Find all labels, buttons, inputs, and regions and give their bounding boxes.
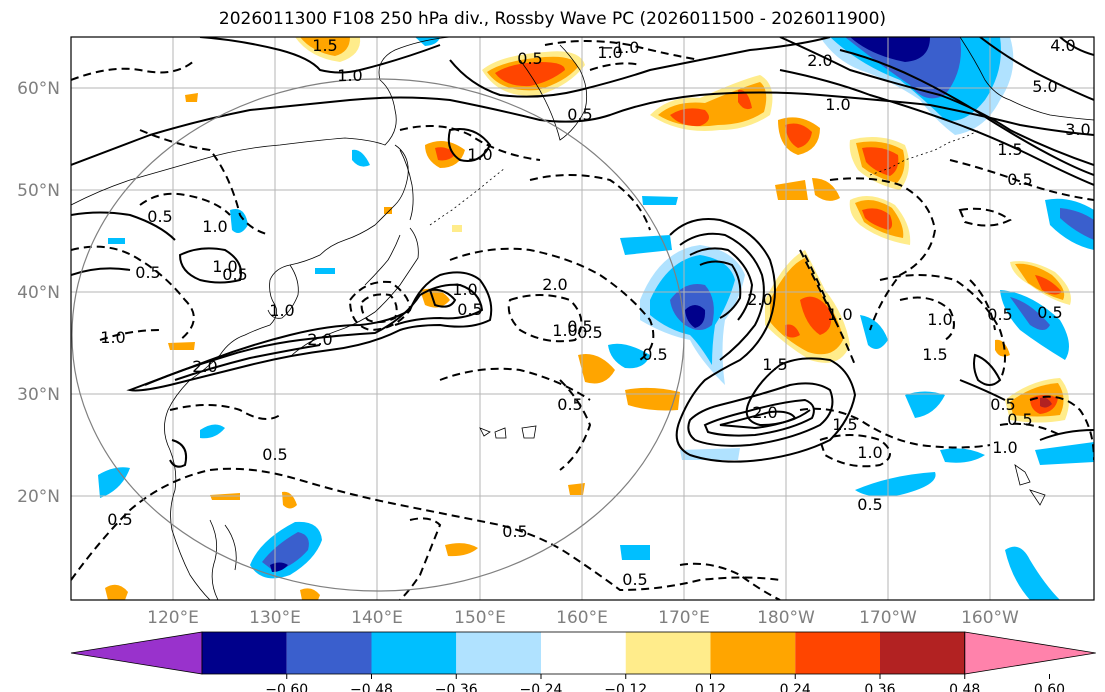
colorbar-swatch: [371, 632, 457, 674]
contour-label: 3.0: [1065, 120, 1090, 139]
lon-label: 160°E: [556, 608, 608, 628]
colorbar: −0.60 −0.48 −0.36 −0.24 −0.12 0.12 0.24 0.36 0.4…: [70, 631, 1096, 692]
plot-frame: [70, 36, 1095, 601]
lat-label: 20°N: [17, 487, 60, 507]
contour-label: 0.5: [577, 323, 602, 342]
lon-label: 180°W: [757, 608, 815, 628]
colorbar-swatch: [456, 632, 541, 674]
lat-label: 40°N: [17, 283, 60, 303]
lat-label: 60°N: [17, 79, 60, 99]
colorbar-swatch: [795, 632, 880, 674]
colorbar-tick-label: −0.24: [520, 682, 563, 692]
contour-label: 1.5: [312, 36, 337, 55]
contour-label: 0.5: [567, 105, 592, 124]
contour-label: 1.0: [212, 257, 237, 276]
negative-contours: [71, 40, 1094, 600]
contour-label: 0.5: [622, 570, 647, 589]
contour-label: 2.0: [807, 51, 832, 70]
colorbar-tick-label: −0.48: [350, 682, 393, 692]
contour-label: 1.0: [927, 310, 952, 329]
colorbar-frame: [201, 631, 966, 675]
graticule: [71, 37, 1094, 600]
colorbar-tick-label: −0.60: [265, 682, 308, 692]
contour-label: 0.5: [222, 265, 247, 284]
contour-label: 5.0: [1032, 77, 1057, 96]
contour-label: 2.0: [192, 357, 217, 376]
contour-label: 1.5: [922, 345, 947, 364]
contour-label: 0.5: [517, 49, 542, 68]
contour-label: 0.5: [457, 300, 482, 319]
divergence-shading: [98, 37, 1094, 600]
contour-label: 1.0: [857, 443, 882, 462]
great-circle: [71, 78, 685, 592]
colorbar-swatch: [625, 632, 711, 674]
contour-label: 0.5: [567, 317, 592, 336]
contour-label: 0.5: [557, 395, 582, 414]
contour-label: −1.0: [601, 38, 640, 57]
contour-label: 0.5: [107, 510, 132, 529]
contour-label: 1.0: [269, 301, 294, 320]
lat-label: 50°N: [17, 181, 60, 201]
colorbar-swatch: [710, 632, 796, 674]
contour-label: 1.0: [452, 280, 477, 299]
contour-label: 0.5: [262, 445, 287, 464]
lon-label: 170°E: [658, 608, 710, 628]
contour-label: 0.5: [502, 522, 527, 541]
contour-label: 1.5: [997, 140, 1022, 159]
colorbar-tick-label: −0.12: [604, 682, 647, 692]
lon-label: 170°W: [859, 608, 917, 628]
contour-label: 2.0: [752, 403, 777, 422]
contour-label: 1.0: [337, 66, 362, 85]
contour-label: 1.0: [827, 305, 852, 324]
contour-label: 0.5: [135, 263, 160, 282]
contour-label: 2.0: [307, 330, 332, 349]
contour-label-layer: 1.51.0−1.00.5 1.01.04.02.01.00.55.03.01.5…: [100, 36, 1090, 589]
contour-label: 0.5: [1037, 303, 1062, 322]
contour-label: 1.0: [597, 43, 622, 62]
contour-label: 1.0: [992, 438, 1017, 457]
latitude-axis: 60°N 50°N 40°N 30°N 20°N: [17, 79, 60, 507]
colorbar-swatch: [286, 632, 372, 674]
contour-label: 1.0: [100, 328, 125, 347]
colorbar-swatch: [541, 632, 626, 674]
map-title: 2026011300 F108 250 hPa div., Rossby Wav…: [218, 9, 887, 29]
colorbar-extend-max: [964, 631, 1096, 675]
colorbar-tick-label: −0.36: [435, 682, 478, 692]
contour-label: 1.5: [762, 355, 787, 374]
lon-label: 160°W: [961, 608, 1019, 628]
contour-label: 1.5: [832, 415, 857, 434]
lon-label: 150°E: [454, 608, 506, 628]
contour-label: 0.5: [642, 345, 667, 364]
contour-label: 2.0: [747, 290, 772, 309]
longitude-axis: 120°E 130°E 140°E 150°E 160°E 170°E 180°…: [147, 608, 1019, 628]
contour-label: 0.5: [987, 305, 1012, 324]
colorbar-tick-label: 0.48: [949, 682, 980, 692]
colorbar-tick-label: 0.36: [864, 682, 895, 692]
contour-label: 0.5: [857, 495, 882, 514]
coastlines: [71, 37, 1094, 600]
colorbar-tick-label: 0.60: [1034, 682, 1065, 692]
positive-contours: [71, 37, 1094, 468]
contour-label: 0.5: [1007, 410, 1032, 429]
contour-label: 1.0: [467, 145, 492, 164]
colorbar-tick-label: 0.24: [780, 682, 811, 692]
colorbar-swatch: [880, 632, 965, 674]
lon-label: 140°E: [351, 608, 403, 628]
contour-label: 0.5: [990, 395, 1015, 414]
contour-label: 0.5: [147, 207, 172, 226]
contour-label: 4.0: [1050, 36, 1075, 55]
colorbar-tick-label: 0.12: [695, 682, 726, 692]
contour-label: 0.5: [1007, 170, 1032, 189]
colorbar-extend-min: [70, 631, 203, 675]
colorbar-swatch: [202, 632, 287, 674]
lon-label: 120°E: [147, 608, 199, 628]
lon-label: 130°E: [249, 608, 301, 628]
contour-label: 2.0: [542, 275, 567, 294]
contour-label: 1.0: [552, 321, 577, 340]
contour-label: 1.0: [825, 95, 850, 114]
lat-label: 30°N: [17, 385, 60, 405]
contour-label: 1.0: [202, 217, 227, 236]
